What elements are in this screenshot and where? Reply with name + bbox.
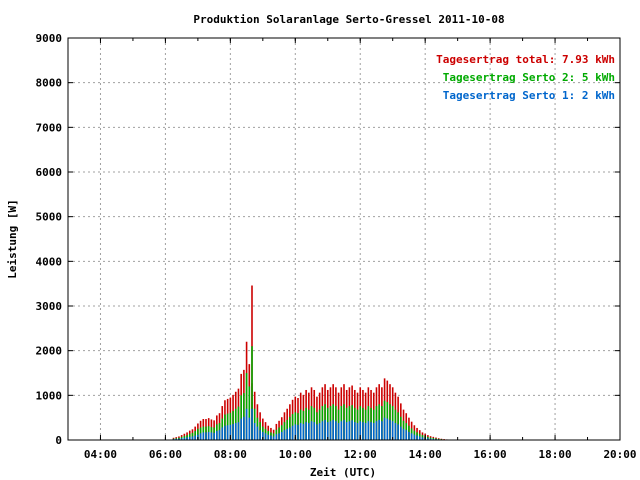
legend-label: Tagesertrag total: bbox=[436, 53, 562, 66]
legend-value: 5 kWh bbox=[582, 71, 615, 84]
legend-value: 2 kWh bbox=[582, 89, 615, 102]
x-tick-label: 08:00 bbox=[214, 448, 247, 461]
y-tick-label: 8000 bbox=[36, 77, 63, 90]
y-tick-label: 5000 bbox=[36, 211, 63, 224]
y-tick-label: 9000 bbox=[36, 32, 63, 45]
y-tick-label: 3000 bbox=[36, 300, 63, 313]
legend-label: Tagesertrag Serto 2: bbox=[443, 71, 582, 84]
x-tick-label: 10:00 bbox=[279, 448, 312, 461]
y-tick-label: 6000 bbox=[36, 166, 63, 179]
y-tick-label: 7000 bbox=[36, 121, 63, 134]
x-tick-label: 14:00 bbox=[409, 448, 442, 461]
y-tick-label: 1000 bbox=[36, 389, 63, 402]
legend-label: Tagesertrag Serto 1: bbox=[443, 89, 582, 102]
y-tick-label: 4000 bbox=[36, 255, 63, 268]
chart-title: Produktion Solaranlage Serto-Gressel 201… bbox=[193, 13, 504, 26]
x-tick-label: 18:00 bbox=[538, 448, 571, 461]
legend-entry: Tagesertrag Serto 1: 2 kWh bbox=[443, 89, 615, 102]
plot-frame bbox=[67, 37, 621, 441]
x-tick-label: 20:00 bbox=[603, 448, 636, 461]
x-tick-label: 04:00 bbox=[84, 448, 117, 461]
y-axis-ticks: 0 1000 2000 3000 4000 5000 6000 7000 8000 9000 bbox=[36, 32, 620, 447]
x-axis-label: Zeit (UTC) bbox=[310, 466, 376, 479]
legend: Tagesertrag total: 7.93 kWh Tagesertrag S… bbox=[436, 53, 615, 102]
y-axis-label: Leistung [W] bbox=[6, 199, 19, 278]
x-tick-label: 12:00 bbox=[344, 448, 377, 461]
legend-entry: Tagesertrag total: 7.93 kWh bbox=[436, 53, 615, 66]
y-tick-label: 2000 bbox=[36, 345, 63, 358]
x-tick-label: 06:00 bbox=[149, 448, 182, 461]
y-tick-label: 0 bbox=[55, 434, 62, 447]
grid-lines bbox=[68, 38, 620, 440]
legend-value: 7.93 kWh bbox=[562, 53, 615, 66]
bar-series bbox=[172, 285, 448, 440]
legend-entry: Tagesertrag Serto 2: 5 kWh bbox=[443, 71, 615, 84]
x-axis-ticks: 04:00 06:00 08:00 10:00 12:00 14:00 16:00 18:00… bbox=[67, 38, 637, 461]
x-tick-label: 16:00 bbox=[474, 448, 507, 461]
